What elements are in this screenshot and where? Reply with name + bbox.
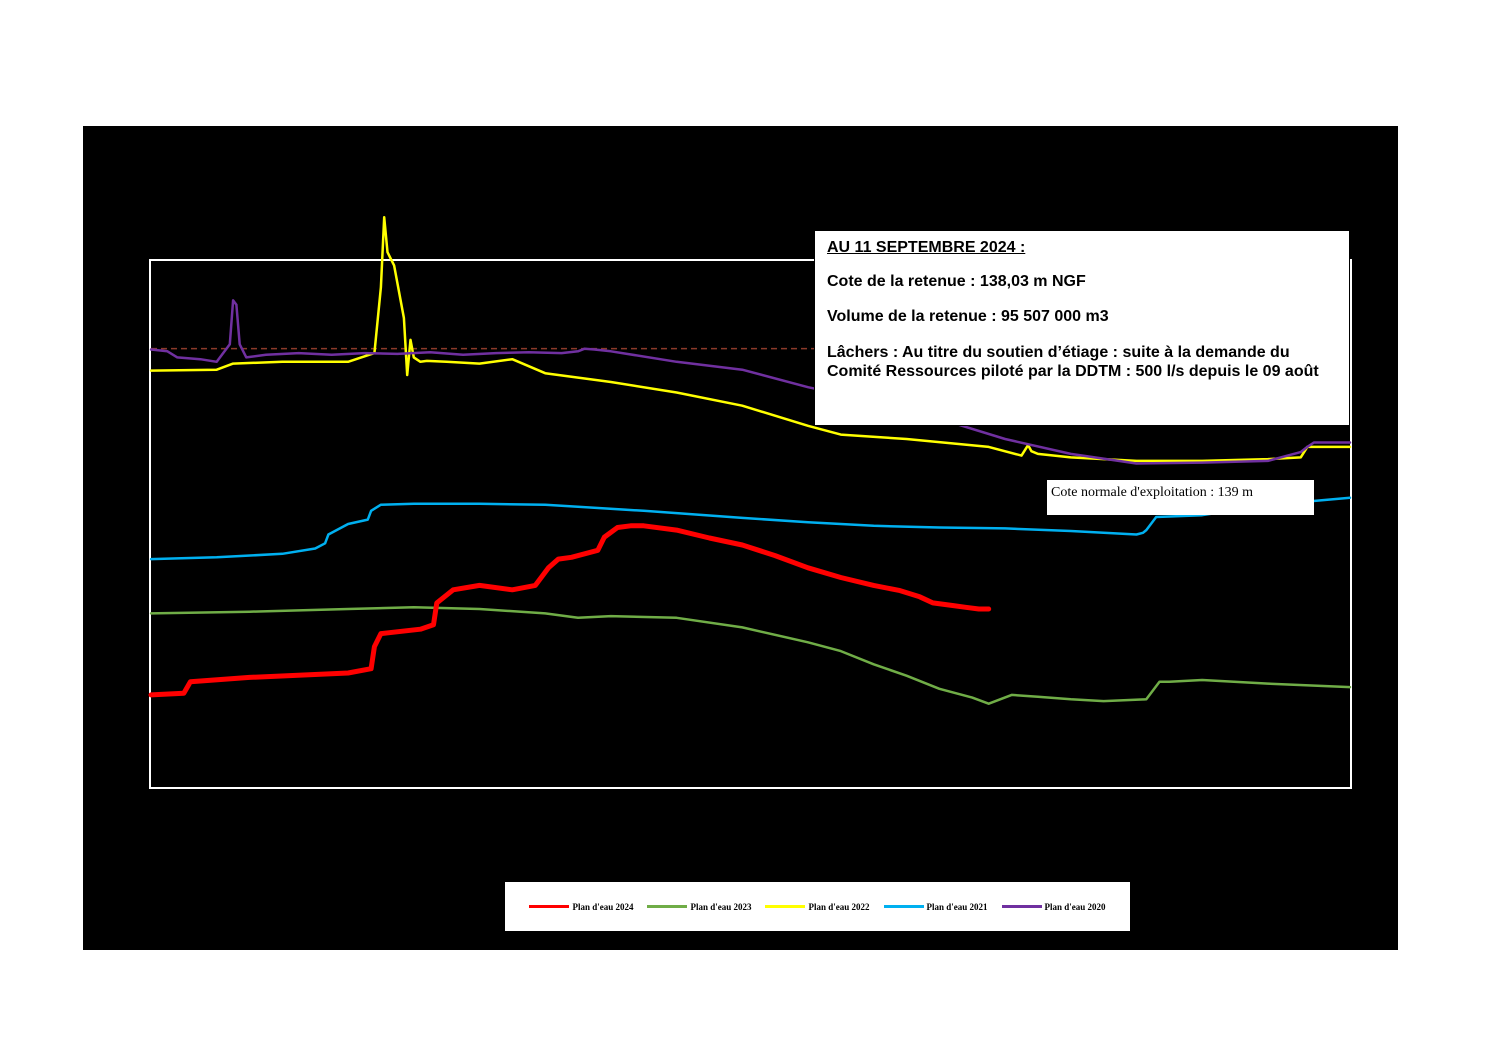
legend-label-2020: Plan d'eau 2020 [1044,901,1106,912]
series-line-2022 [149,215,1352,463]
legend-item-2022: Plan d'eau 2022 [765,901,870,912]
legend-label-2024: Plan d'eau 2024 [572,901,634,912]
series-group [148,215,1352,705]
legend-swatch-2020 [1001,905,1042,908]
series-line-2024 [148,523,992,698]
legend-swatch-2023 [647,905,688,908]
legend-label-2021: Plan d'eau 2021 [926,901,988,912]
legend-item-2021: Plan d'eau 2021 [883,901,988,912]
legend-swatch-2024 [529,905,570,908]
series-line-2020 [149,299,1352,465]
info-title: AU 11 SEPTEMBRE 2024 : [827,239,1026,256]
plot-area-border [149,259,1352,789]
series-line-2023 [149,606,1352,705]
chart-legend: Plan d'eau 2024 Plan d'eau 2023 Plan d'e… [505,882,1130,931]
legend-item-2020: Plan d'eau 2020 [1001,901,1106,912]
info-lachers: Lâchers : Au titre du soutien d’étiage :… [827,344,1319,380]
legend-swatch-2021 [883,905,924,908]
legend-item-2024: Plan d'eau 2024 [529,902,633,912]
reference-line-label: Cote normale d'exploitation : 139 m [1047,480,1314,515]
legend-swatch-2022 [765,905,806,908]
legend-label-2022: Plan d'eau 2022 [808,901,870,912]
info-box: AU 11 SEPTEMBRE 2024 : Cote de la retenu… [814,230,1350,426]
legend-item-2023: Plan d'eau 2023 [647,902,751,912]
info-cote: Cote de la retenue : 138,03 m NGF [827,273,1086,290]
info-volume: Volume de la retenue : 95 507 000 m3 [827,308,1109,325]
legend-label-2023: Plan d'eau 2023 [690,901,752,912]
